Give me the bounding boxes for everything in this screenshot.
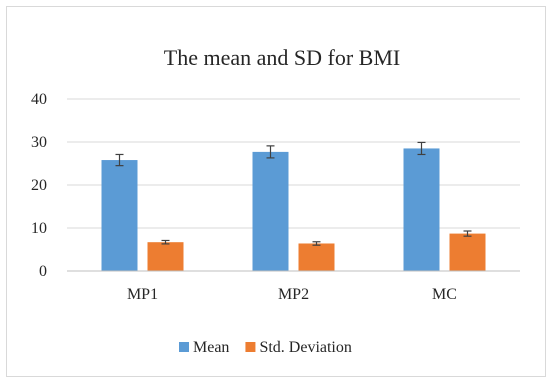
bar-chart: The mean and SD for BMI 0 10 20 30 40 MP1 MP2… xyxy=(31,45,520,356)
chart-title: The mean and SD for BMI xyxy=(164,45,400,70)
legend-swatch xyxy=(179,342,189,352)
legend: Mean Std. Deviation xyxy=(179,339,352,356)
y-tick-label: 20 xyxy=(31,177,47,194)
x-axis: MP1 MP2 MC xyxy=(127,286,457,303)
bar-mean-mp2 xyxy=(252,151,289,271)
y-axis: 0 10 20 30 40 xyxy=(31,91,520,280)
gridlines xyxy=(67,98,520,229)
bar-std-deviation-mp2 xyxy=(298,243,335,271)
bar-mean-mc xyxy=(403,148,440,271)
x-tick-label: MP2 xyxy=(278,286,309,303)
error-bars xyxy=(115,141,472,246)
y-tick-label: 30 xyxy=(31,134,47,151)
y-tick-label: 10 xyxy=(31,220,47,237)
x-tick-label: MP1 xyxy=(127,286,158,303)
legend-label: Std. Deviation xyxy=(259,339,351,356)
bar-std-deviation-mp1 xyxy=(147,242,184,271)
y-tick-label: 40 xyxy=(31,91,47,108)
x-tick-label: MC xyxy=(432,286,457,303)
chart-area: The mean and SD for BMI 0 10 20 30 40 MP1 MP2… xyxy=(6,6,546,377)
legend-swatch xyxy=(245,342,256,352)
bar-mean-mp1 xyxy=(101,160,138,271)
legend-label: Mean xyxy=(193,339,229,356)
y-tick-label: 0 xyxy=(39,263,47,280)
bar-std-deviation-mc xyxy=(449,233,486,271)
bars xyxy=(101,148,486,271)
